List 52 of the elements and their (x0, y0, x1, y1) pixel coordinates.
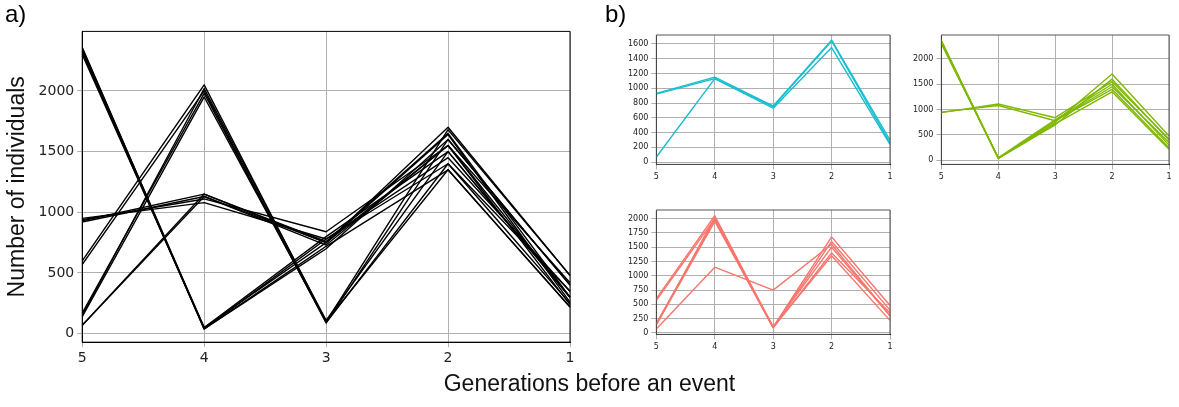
y-tick-label: 0 (643, 157, 649, 167)
y-tick-label: 1000 (38, 202, 75, 219)
y-tick-label: 750 (633, 285, 649, 295)
x-tick-label: 4 (995, 172, 1001, 182)
x-tick-label: 1 (887, 342, 893, 352)
x-tick-label: 2 (829, 172, 835, 182)
x-tick-label: 3 (321, 349, 331, 366)
x-tick-label: 3 (1052, 172, 1058, 182)
y-tick-label: 500 (47, 263, 75, 280)
x-tick-label: 1 (887, 172, 893, 182)
x-tick-label: 5 (653, 172, 659, 182)
x-tick-label: 3 (770, 172, 776, 182)
x-tick-label: 2 (1109, 172, 1115, 182)
y-tick-label: 2000 (628, 213, 649, 223)
y-axis-title: Number of individuals (3, 76, 30, 298)
x-tick-label: 5 (938, 172, 944, 182)
y-tick-label: 600 (633, 112, 649, 122)
y-tick-label: 1750 (628, 227, 649, 237)
y-tick-label: 2000 (38, 81, 75, 98)
x-tick-label: 2 (829, 342, 835, 352)
y-tick-label: 1250 (628, 256, 649, 266)
y-tick-label: 800 (633, 98, 649, 108)
x-tick-label: 5 (77, 349, 87, 366)
y-tick-label: 1000 (628, 83, 649, 93)
x-tick-label: 1 (565, 349, 575, 366)
y-tick-label: 1000 (628, 270, 649, 280)
y-tick-label: 500 (918, 130, 934, 140)
y-tick-label: 250 (633, 313, 649, 323)
y-tick-label: 1400 (628, 53, 649, 63)
y-tick-label: 1500 (38, 142, 75, 159)
y-tick-label: 200 (633, 142, 649, 152)
chart-title: a) (5, 0, 27, 28)
y-tick-label: 0 (928, 155, 934, 165)
x-tick-label: 4 (712, 172, 718, 182)
y-tick-label: 0 (643, 328, 649, 338)
y-tick-label: 500 (633, 299, 649, 309)
x-tick-label: 4 (199, 349, 209, 366)
y-tick-label: 1000 (913, 104, 934, 114)
chart-title: b) (605, 0, 627, 28)
y-tick-label: 1600 (628, 38, 649, 48)
x-axis-title: Generations before an event (442, 370, 737, 397)
y-tick-label: 0 (65, 324, 75, 341)
x-tick-label: 3 (770, 342, 776, 352)
x-tick-label: 1 (1166, 172, 1172, 182)
x-tick-label: 2 (443, 349, 453, 366)
y-tick-label: 1500 (628, 242, 649, 252)
y-tick-label: 2000 (913, 53, 934, 63)
x-tick-label: 5 (653, 342, 659, 352)
y-tick-label: 1500 (913, 79, 934, 89)
x-tick-label: 4 (712, 342, 718, 352)
y-tick-label: 400 (633, 127, 649, 137)
y-tick-label: 1200 (628, 68, 649, 78)
